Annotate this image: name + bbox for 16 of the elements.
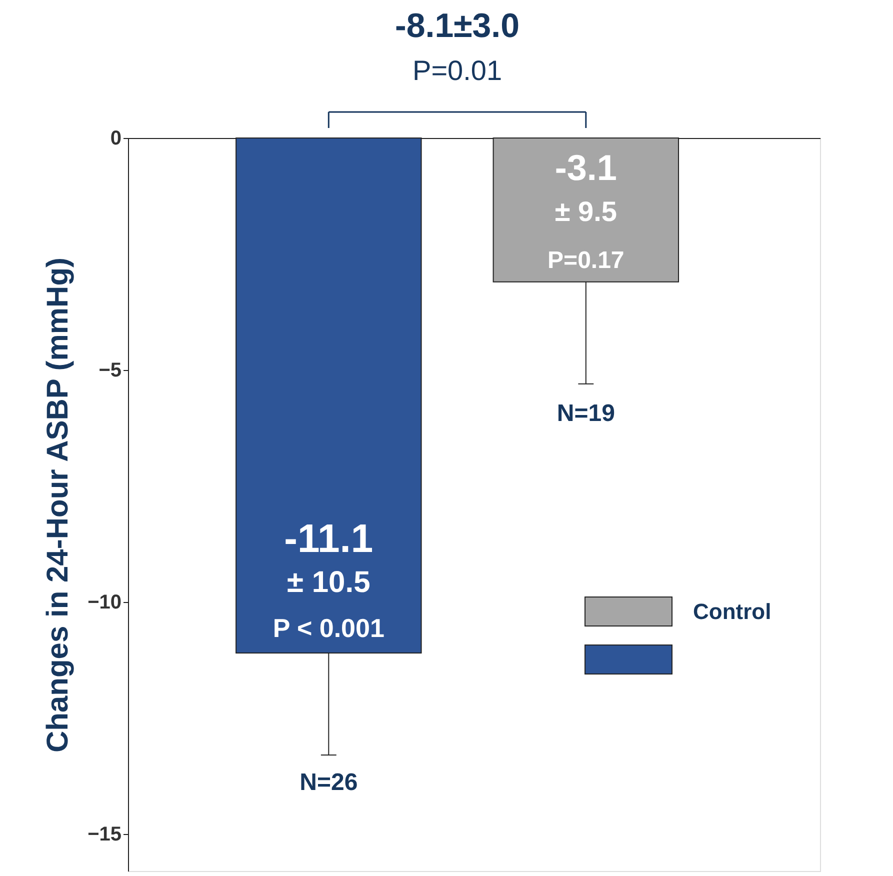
y-axis-title: Changes in 24-Hour ASBP (mmHg) (42, 257, 75, 753)
text: -8.1±3.0 (395, 7, 520, 45)
data-label: -11.1 (284, 516, 374, 561)
annotation: N=19 (556, 400, 615, 427)
data-label: -3.1 (554, 146, 617, 188)
legend-label: Control (693, 599, 772, 624)
y-tick-label: −15 (88, 823, 122, 846)
y-tick-label: 0 (110, 128, 122, 150)
annotation: ± 10.5 (287, 566, 370, 599)
annotation: P < 0.001 (272, 612, 384, 643)
y-tick-label: −10 (88, 591, 122, 614)
annotation: N=26 (300, 769, 358, 796)
y-tick-label: −5 (98, 359, 122, 382)
annotation: ± 9.5 (554, 196, 617, 227)
text: P=0.01 (412, 55, 502, 86)
annotation: P=0.17 (548, 246, 624, 274)
